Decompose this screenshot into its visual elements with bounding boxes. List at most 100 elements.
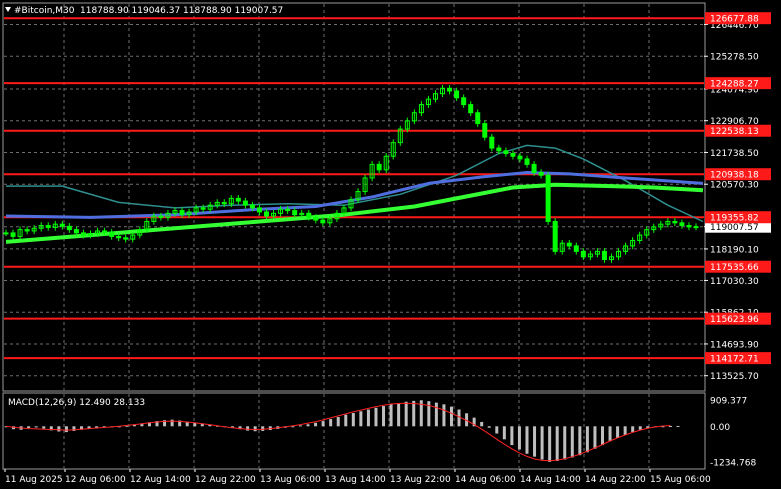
candle-body (432, 93, 438, 100)
candle-body (116, 235, 122, 239)
macd-histogram-bar (314, 422, 318, 427)
price-tick-label: 121738.50 (710, 149, 759, 159)
candle-body (137, 229, 143, 236)
candle-body (496, 147, 502, 152)
candle-body (327, 218, 333, 224)
candle-body (306, 212, 312, 218)
macd-histogram-bar (608, 426, 612, 442)
macd-histogram-bar (525, 426, 529, 454)
candle-body (573, 245, 579, 252)
candle-body (320, 219, 326, 224)
macd-histogram-bar (457, 409, 461, 427)
candle-body (66, 225, 72, 231)
level-price-badge (705, 352, 771, 365)
level-price-label: 114172.71 (710, 355, 759, 365)
time-tick-label: 13 Aug 06:00 (260, 475, 321, 485)
macd-histogram-bar (676, 425, 680, 427)
macd-histogram-bar (87, 426, 91, 429)
macd-indicator[interactable] (4, 400, 680, 462)
macd-frame (2, 392, 706, 470)
macd-histogram-bar (419, 400, 423, 427)
candle-body (242, 200, 248, 206)
price-tick-label: 117030.30 (710, 277, 759, 287)
macd-histogram-bar (253, 426, 257, 432)
candle-body (193, 207, 199, 213)
candle-body (623, 245, 629, 252)
level-price-label: 119355.82 (710, 214, 759, 224)
time-tick-label: 15 Aug 06:00 (650, 475, 711, 485)
candle-body (503, 150, 509, 155)
macd-histogram-bar (533, 426, 537, 457)
price-tick-label: 125278.50 (710, 53, 759, 63)
ohlc-values: 118788.90 119046.37 118788.90 119007.57 (80, 6, 283, 16)
macd-histogram-bar (502, 426, 506, 440)
macd-histogram-bar (95, 426, 99, 429)
candle-body (24, 229, 30, 232)
candle-body (538, 172, 544, 176)
macd-tick-label: 0.00 (710, 423, 730, 433)
candle-body (440, 87, 446, 95)
candle-body (566, 242, 572, 247)
candle-body (609, 256, 615, 261)
ma-mid-line (5, 171, 704, 219)
candle-body (256, 207, 262, 213)
time-tick-label: 14 Aug 06:00 (455, 475, 516, 485)
candle-body (45, 225, 51, 228)
candle-body (38, 225, 44, 229)
ma-fast-line (6, 144, 704, 223)
macd-histogram-bar (631, 426, 635, 433)
time-axis[interactable]: 11 Aug 2025 12 Aug 06:00 12 Aug 14:00 12 Au… (4, 469, 711, 485)
macd-histogram-bar (291, 426, 295, 428)
candle-body (313, 216, 319, 221)
macd-histogram-bar (72, 426, 76, 431)
time-tick-label: 12 Aug 14:00 (130, 475, 191, 485)
macd-histogram-bar (585, 426, 589, 453)
macd-histogram-bar (382, 406, 386, 427)
candle-body (376, 163, 382, 171)
level-price-label: 115623.96 (710, 315, 759, 325)
candle-body (489, 136, 495, 149)
chart-header: #Bitcoin,M30 118788.90 119046.37 118788.… (5, 6, 283, 16)
level-price-label: 126677.88 (710, 15, 759, 25)
macd-histogram-bar (57, 426, 61, 432)
macd-histogram-bar (646, 426, 650, 429)
candle-body (510, 153, 516, 157)
candle-body (630, 239, 636, 247)
macd-histogram-bar (510, 426, 514, 446)
candle-body (637, 234, 643, 241)
macd-histogram-bar (42, 426, 46, 429)
price-tick-label: 114693.90 (710, 340, 759, 350)
candle-body (172, 210, 178, 214)
candle-body (292, 210, 298, 216)
level-price-label: 120938.18 (710, 171, 759, 181)
candle-body (334, 212, 340, 220)
time-tick-label: 14 Aug 14:00 (520, 475, 581, 485)
macd-tick-label: 909.377 (710, 397, 747, 407)
macd-histogram-bar (465, 413, 469, 427)
level-price-badge (705, 77, 771, 90)
macd-histogram-bar (344, 414, 348, 427)
candle-body (418, 104, 424, 114)
candle-body (249, 204, 255, 209)
candle-body (552, 220, 558, 252)
macd-histogram-bar (231, 426, 235, 429)
candle-body (390, 142, 396, 157)
candle-body (158, 215, 164, 218)
candle-body (594, 250, 600, 255)
candle-body (151, 215, 157, 222)
price-series[interactable] (3, 85, 699, 263)
macd-histogram-bar (434, 402, 438, 427)
candle-body (102, 230, 108, 233)
macd-histogram-bar (64, 426, 68, 433)
candle-body (200, 207, 206, 210)
candle-body (31, 227, 37, 232)
macd-title: MACD(12,26,9) 12.490 28.133 (8, 398, 145, 408)
macd-histogram-bar (517, 426, 521, 450)
price-axis[interactable]: 126446.70 125278.50 124074.90 122906.70 1217… (704, 12, 771, 469)
candle-body (264, 211, 270, 217)
macd-histogram-bar (366, 409, 370, 427)
candle-body (404, 120, 410, 130)
collapse-arrow-icon[interactable] (5, 7, 11, 12)
candle-body (207, 204, 213, 210)
macd-histogram-bar (208, 424, 212, 427)
